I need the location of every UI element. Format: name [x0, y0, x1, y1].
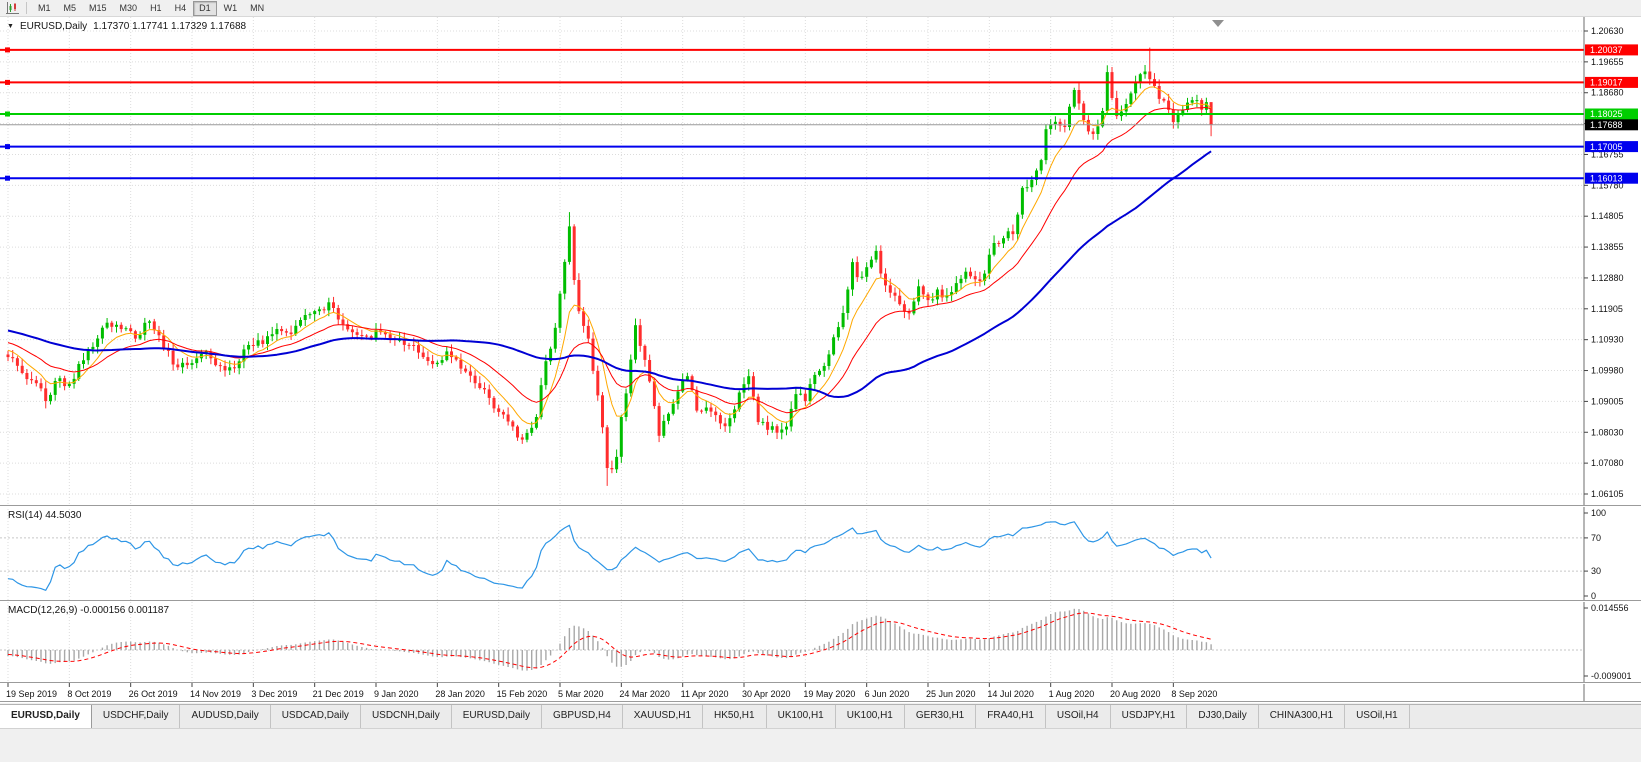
chart-tab-fra40-h1[interactable]: FRA40,H1 — [976, 705, 1046, 728]
svg-text:1.16755: 1.16755 — [1591, 149, 1624, 159]
chart-tab-hk50-h1[interactable]: HK50,H1 — [703, 705, 767, 728]
timeframe-buttons: M1 M5 M15 M30 H1 H4 D1 W1 MN — [32, 0, 270, 16]
chart-tab-usdcad-daily[interactable]: USDCAD,Daily — [270, 705, 361, 728]
timeframe-button-h4[interactable]: H4 — [174, 2, 187, 13]
svg-text:0.014556: 0.014556 — [1591, 603, 1629, 613]
chart-tab-uk100-h1[interactable]: UK100,H1 — [766, 705, 836, 728]
chart-tab-usoil-h4[interactable]: USOil,H4 — [1045, 705, 1111, 728]
svg-text:-0.009001: -0.009001 — [1591, 671, 1632, 681]
svg-text:19 Sep 2019: 19 Sep 2019 — [6, 689, 57, 699]
svg-text:9 Jan 2020: 9 Jan 2020 — [374, 689, 419, 699]
chart-tab-usdjpy-h1[interactable]: USDJPY,H1 — [1110, 705, 1188, 728]
svg-text:1.08030: 1.08030 — [1591, 427, 1624, 437]
chart-icon[interactable] — [3, 1, 21, 16]
svg-text:5 Mar 2020: 5 Mar 2020 — [558, 689, 604, 699]
macd-pane[interactable] — [0, 602, 1584, 682]
svg-text:20 Aug 2020: 20 Aug 2020 — [1110, 689, 1161, 699]
svg-text:1.10930: 1.10930 — [1591, 335, 1624, 345]
chart-tab-china300-h1[interactable]: CHINA300,H1 — [1258, 705, 1346, 728]
chart-tab-uk100-h1[interactable]: UK100,H1 — [835, 705, 905, 728]
svg-text:1.07080: 1.07080 — [1591, 458, 1624, 468]
svg-text:1.18680: 1.18680 — [1591, 88, 1624, 98]
chart-tab-ger30-h1[interactable]: GER30,H1 — [904, 705, 977, 728]
timeframe-button-d1[interactable]: D1 — [193, 0, 217, 16]
svg-text:26 Oct 2019: 26 Oct 2019 — [129, 689, 178, 699]
svg-text:1.06105: 1.06105 — [1591, 489, 1624, 499]
chart-tab-bar: EURUSD,Daily USDCHF,Daily AUDUSD,Daily USDC… — [0, 704, 1641, 728]
chart-canvas[interactable]: 1.206301.196551.186801.177051.167551.157… — [0, 17, 1641, 703]
chart-tab-eurusd-daily[interactable]: EURUSD,Daily — [0, 705, 92, 728]
moving-average-21 — [7, 106, 1212, 414]
chart-tab-audusd-daily[interactable]: AUDUSD,Daily — [180, 705, 271, 728]
chart-tab-usdcnh-daily[interactable]: USDCNH,Daily — [360, 705, 452, 728]
svg-text:30: 30 — [1591, 566, 1601, 576]
chart-tab-eurusd-daily[interactable]: EURUSD,Daily — [451, 705, 542, 728]
svg-text:1.16013: 1.16013 — [1590, 173, 1623, 183]
macd-signal-line — [7, 612, 1212, 669]
timeframe-toolbar: M1 M5 M15 M30 H1 H4 D1 W1 MN — [0, 0, 1641, 17]
svg-text:3 Dec 2019: 3 Dec 2019 — [251, 689, 297, 699]
chart-shift-marker[interactable] — [1212, 20, 1224, 27]
chart-tab-dj30-daily[interactable]: DJ30,Daily — [1187, 705, 1259, 728]
svg-text:24 Mar 2020: 24 Mar 2020 — [619, 689, 670, 699]
svg-text:11 Apr 2020: 11 Apr 2020 — [681, 689, 729, 699]
svg-text:15 Feb 2020: 15 Feb 2020 — [497, 689, 548, 699]
svg-text:1.09005: 1.09005 — [1591, 396, 1624, 406]
toolbar-separator — [26, 2, 27, 14]
timeframe-button-h1[interactable]: H1 — [150, 2, 162, 13]
svg-text:14 Nov 2019: 14 Nov 2019 — [190, 689, 241, 699]
svg-text:1.12880: 1.12880 — [1591, 273, 1624, 283]
svg-text:70: 70 — [1591, 533, 1601, 543]
timeframe-button-m1[interactable]: M1 — [38, 2, 51, 13]
rsi-indicator-label: RSI(14) 44.5030 — [8, 510, 82, 521]
chart-tab-xauusd-h1[interactable]: XAUUSD,H1 — [622, 705, 704, 728]
svg-text:100: 100 — [1591, 508, 1606, 518]
time-scale[interactable] — [0, 683, 1584, 703]
svg-text:21 Dec 2019: 21 Dec 2019 — [313, 689, 364, 699]
timeframe-button-mn[interactable]: MN — [250, 2, 265, 13]
svg-text:19 May 2020: 19 May 2020 — [803, 689, 855, 699]
timeframe-button-m5[interactable]: M5 — [63, 2, 77, 13]
status-bar — [0, 728, 1641, 762]
moving-average-8 — [7, 86, 1212, 425]
svg-text:1.20630: 1.20630 — [1591, 26, 1624, 36]
svg-text:8 Oct 2019: 8 Oct 2019 — [67, 689, 111, 699]
chart-header: ▼ EURUSD,Daily 1.17370 1.17741 1.17329 1… — [7, 21, 246, 32]
svg-text:1.09980: 1.09980 — [1591, 366, 1624, 376]
chart-ohlc-values: 1.17370 1.17741 1.17329 1.17688 — [93, 21, 247, 32]
main-chart-pane[interactable] — [0, 17, 1584, 505]
svg-text:6 Jun 2020: 6 Jun 2020 — [865, 689, 910, 699]
chart-graphics: 1.206301.196551.186801.177051.167551.157… — [0, 17, 1641, 703]
rsi-line — [7, 521, 1212, 591]
svg-text:28 Jan 2020: 28 Jan 2020 — [435, 689, 485, 699]
svg-text:1.17005: 1.17005 — [1590, 142, 1623, 152]
moving-average-55 — [7, 150, 1212, 398]
svg-text:1.19017: 1.19017 — [1590, 78, 1623, 88]
svg-text:1.18025: 1.18025 — [1590, 109, 1623, 119]
svg-text:1.19655: 1.19655 — [1591, 57, 1624, 67]
chart-symbol-label: EURUSD,Daily — [19, 21, 88, 32]
svg-text:1.13855: 1.13855 — [1591, 242, 1624, 252]
svg-text:30 Apr 2020: 30 Apr 2020 — [742, 689, 791, 699]
chart-tab-gbpusd-h4[interactable]: GBPUSD,H4 — [541, 705, 623, 728]
svg-text:1.11905: 1.11905 — [1591, 304, 1623, 314]
svg-text:0: 0 — [1591, 591, 1596, 601]
price-scale[interactable] — [1584, 17, 1641, 703]
rsi-pane[interactable] — [0, 506, 1584, 600]
svg-text:1 Aug 2020: 1 Aug 2020 — [1049, 689, 1095, 699]
chart-tab-usoil-h1[interactable]: USOil,H1 — [1345, 705, 1410, 728]
svg-text:8 Sep 2020: 8 Sep 2020 — [1171, 689, 1217, 699]
svg-text:25 Jun 2020: 25 Jun 2020 — [926, 689, 976, 699]
svg-text:1.17688: 1.17688 — [1590, 120, 1623, 130]
svg-text:1.15780: 1.15780 — [1591, 180, 1624, 190]
chevron-down-icon[interactable]: ▼ — [7, 22, 14, 30]
macd-indicator-label: MACD(12,26,9) -0.000156 0.001187 — [8, 605, 170, 616]
timeframe-button-m15[interactable]: M15 — [89, 2, 107, 13]
chart-tab-usdchf-daily[interactable]: USDCHF,Daily — [91, 705, 181, 728]
svg-text:1.20037: 1.20037 — [1590, 45, 1623, 55]
timeframe-button-m30[interactable]: M30 — [119, 2, 138, 13]
svg-text:14 Jul 2020: 14 Jul 2020 — [987, 689, 1034, 699]
timeframe-button-w1[interactable]: W1 — [223, 2, 238, 13]
svg-text:1.14805: 1.14805 — [1591, 211, 1624, 221]
